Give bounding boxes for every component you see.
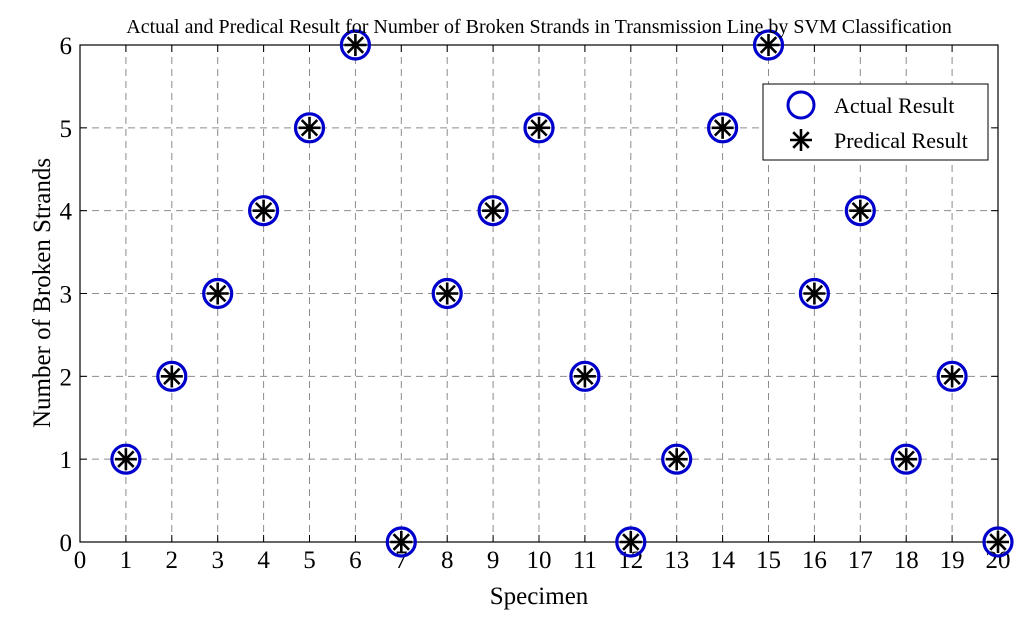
legend-circle-marker <box>786 90 816 120</box>
actual-result-point <box>982 526 1014 558</box>
x-tick-label: 10 <box>527 547 552 574</box>
x-tick-label: 3 <box>211 547 224 574</box>
predicted-result-point <box>252 199 275 222</box>
predicted-result-point <box>436 282 459 305</box>
actual-result-point <box>706 112 739 144</box>
data-markers <box>110 29 1014 558</box>
actual-result-point <box>523 112 555 144</box>
predicted-result-point <box>849 199 872 222</box>
x-tick-label: 1 <box>120 547 133 574</box>
actual-result-point <box>202 277 234 310</box>
predicted-result-point <box>987 531 1009 553</box>
predicted-result-point <box>206 282 229 305</box>
actual-result-point <box>110 443 142 475</box>
actual-result-point <box>339 29 371 61</box>
actual-result-point <box>798 277 831 310</box>
predicted-result-point <box>160 365 183 388</box>
legend-label-predicted: Predical Result <box>834 128 968 153</box>
y-tick-label: 5 <box>60 116 73 143</box>
predicted-result-point <box>941 365 964 388</box>
actual-result-point <box>661 443 693 475</box>
x-tick-label: 15 <box>756 547 781 574</box>
actual-result-point <box>844 195 876 227</box>
actual-result-point <box>477 195 509 227</box>
x-tick-label: 16 <box>802 547 827 574</box>
predicted-result-point <box>895 448 918 471</box>
x-tick-label: 8 <box>441 547 454 574</box>
predicted-result-point <box>298 116 321 139</box>
predicted-result-point <box>528 116 550 139</box>
y-tick-label: 4 <box>60 199 73 226</box>
actual-result-point <box>569 360 601 392</box>
x-tick-label: 5 <box>303 547 316 574</box>
legend-label-actual: Actual Result <box>834 93 954 118</box>
x-tick-label: 14 <box>710 547 736 574</box>
x-tick-label: 4 <box>257 547 270 574</box>
x-tick-label: 0 <box>74 547 87 574</box>
predicted-result-point <box>757 34 780 56</box>
y-tick-label: 3 <box>60 282 73 309</box>
x-tick-label: 17 <box>848 547 873 574</box>
chart-title: Actual and Predical Result for Number of… <box>126 16 951 38</box>
x-tick-label: 7 <box>395 547 408 574</box>
actual-result-point <box>431 277 463 310</box>
x-tick-label: 18 <box>894 547 919 574</box>
actual-result-point <box>156 360 188 392</box>
actual-result-point <box>293 112 326 144</box>
predicted-result-point <box>711 116 734 139</box>
legend-asterisk-glyph <box>790 129 812 151</box>
predicted-result-point <box>573 365 596 388</box>
y-axis-label: Number of Broken Strands <box>29 158 56 428</box>
y-tick-label: 2 <box>60 364 73 391</box>
predicted-result-point <box>803 282 826 305</box>
x-tick-label: 2 <box>166 547 179 574</box>
x-tick-label: 13 <box>664 547 689 574</box>
actual-result-point <box>752 29 785 61</box>
y-tick-label: 1 <box>60 447 73 474</box>
predicted-result-point <box>390 531 413 553</box>
x-tick-label: 9 <box>487 547 500 574</box>
x-tick-label: 6 <box>349 547 362 574</box>
actual-result-point <box>385 526 417 558</box>
predicted-result-point <box>619 531 642 553</box>
legend-asterisk-marker <box>790 129 812 151</box>
y-tick-label: 0 <box>60 530 73 557</box>
actual-result-point <box>890 443 922 475</box>
actual-result-point <box>615 526 647 558</box>
predicted-result-point <box>482 199 505 222</box>
y-tick-label: 6 <box>60 33 73 60</box>
actual-result-point <box>248 195 280 227</box>
x-axis-label: Specimen <box>490 583 589 610</box>
x-tick-label: 11 <box>573 547 597 574</box>
x-tick-label: 19 <box>940 547 965 574</box>
actual-result-point <box>936 360 968 392</box>
predicted-result-point <box>114 448 137 471</box>
predicted-result-point <box>665 448 688 471</box>
predicted-result-point <box>344 34 367 56</box>
legend: Actual Result Predical Result <box>762 83 989 161</box>
